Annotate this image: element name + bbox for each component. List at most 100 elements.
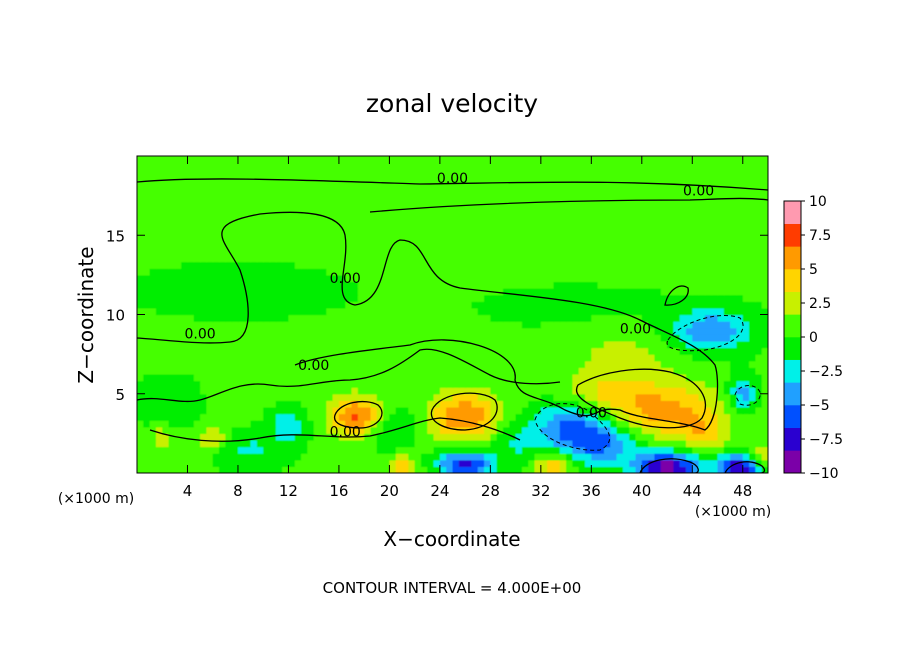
heatmap-cell xyxy=(155,281,163,289)
heatmap-cell xyxy=(338,261,346,269)
heatmap-cell xyxy=(326,413,334,421)
heatmap-cell xyxy=(351,169,359,177)
heatmap-cell xyxy=(269,327,277,335)
heatmap-cell xyxy=(723,314,731,322)
heatmap-cell xyxy=(685,281,693,289)
heatmap-cell xyxy=(717,439,725,448)
heatmap-cell xyxy=(635,439,643,448)
heatmap-cell xyxy=(660,274,668,283)
heatmap-cell xyxy=(420,261,428,269)
heatmap-cell xyxy=(629,162,637,170)
heatmap-cell xyxy=(711,373,719,382)
heatmap-cell xyxy=(427,314,435,322)
heatmap-cell xyxy=(332,294,340,302)
heatmap-cell xyxy=(597,288,605,296)
heatmap-cell xyxy=(370,156,378,164)
heatmap-cell xyxy=(439,189,447,197)
heatmap-cell xyxy=(477,261,485,269)
heatmap-cell xyxy=(698,380,706,388)
heatmap-cell xyxy=(673,235,681,243)
heatmap-cell xyxy=(376,202,384,210)
heatmap-cell xyxy=(376,274,384,283)
heatmap-cell xyxy=(275,202,283,210)
heatmap-cell xyxy=(294,288,302,296)
heatmap-cell xyxy=(446,261,454,269)
heatmap-cell xyxy=(326,182,334,190)
heatmap-cell xyxy=(357,387,365,395)
heatmap-cell xyxy=(256,340,264,349)
heatmap-cell xyxy=(275,294,283,302)
heatmap-cell xyxy=(616,307,624,316)
heatmap-cell xyxy=(294,307,302,316)
heatmap-cell xyxy=(168,255,176,263)
heatmap-cell xyxy=(667,321,674,329)
heatmap-cell xyxy=(679,314,687,322)
heatmap-cell xyxy=(345,466,353,473)
heatmap-cell xyxy=(275,162,283,170)
heatmap-cell xyxy=(200,334,208,342)
heatmap-cell xyxy=(685,288,693,296)
contour-loop-bottom-center xyxy=(639,458,699,473)
heatmap-cell xyxy=(610,261,618,269)
heatmap-cell xyxy=(395,327,403,335)
heatmap-cell xyxy=(301,387,308,395)
heatmap-cell xyxy=(237,420,245,428)
heatmap-cell xyxy=(603,321,611,329)
heatmap-cell xyxy=(433,182,441,190)
heatmap-cell xyxy=(572,268,580,276)
heatmap-cell xyxy=(730,169,738,177)
heatmap-cell xyxy=(294,222,302,230)
heatmap-cell xyxy=(414,294,422,302)
heatmap-cell xyxy=(250,453,258,461)
heatmap-cell xyxy=(673,189,681,197)
heatmap-cell xyxy=(395,413,403,421)
heatmap-cell xyxy=(648,327,656,335)
heatmap-cell xyxy=(193,413,201,421)
heatmap-cell xyxy=(528,274,536,283)
heatmap-cell xyxy=(225,202,233,210)
heatmap-cell xyxy=(534,340,542,349)
heatmap-cell xyxy=(288,327,296,335)
heatmap-cell xyxy=(231,420,239,428)
heatmap-cell xyxy=(338,222,346,230)
heatmap-cell xyxy=(256,228,264,236)
heatmap-cell xyxy=(761,459,768,467)
heatmap-cell xyxy=(629,156,637,164)
heatmap-cell xyxy=(427,274,435,283)
heatmap-cell xyxy=(143,268,151,276)
heatmap-cell xyxy=(244,281,252,289)
heatmap-cell xyxy=(307,433,315,441)
heatmap-cell xyxy=(515,459,523,467)
heatmap-cell xyxy=(465,354,473,362)
heatmap-cell xyxy=(408,380,416,388)
heatmap-cell xyxy=(420,439,428,448)
heatmap-cell xyxy=(635,208,643,217)
heatmap-cell xyxy=(414,215,422,223)
heatmap-cell xyxy=(553,301,561,309)
heatmap-cell xyxy=(313,294,321,302)
heatmap-cell xyxy=(673,413,681,421)
heatmap-cell xyxy=(515,466,523,473)
heatmap-cell xyxy=(376,222,384,230)
heatmap-cell xyxy=(357,426,365,434)
heatmap-cell xyxy=(660,354,668,362)
heatmap-cell xyxy=(528,294,536,302)
heatmap-cell xyxy=(174,189,182,197)
heatmap-cell xyxy=(679,215,687,223)
heatmap-cell xyxy=(578,406,586,415)
heatmap-cell xyxy=(471,400,479,408)
heatmap-cell xyxy=(515,439,523,448)
heatmap-cell xyxy=(212,294,220,302)
heatmap-cell xyxy=(395,294,403,302)
heatmap-cell xyxy=(402,459,409,467)
heatmap-cell xyxy=(610,175,618,184)
heatmap-cell xyxy=(395,162,403,170)
heatmap-cell xyxy=(395,439,403,448)
heatmap-cell xyxy=(667,274,674,283)
heatmap-cell xyxy=(319,228,327,236)
heatmap-cell xyxy=(307,426,315,434)
heatmap-cell xyxy=(622,420,630,428)
heatmap-cell xyxy=(603,466,611,473)
heatmap-cell xyxy=(761,439,768,448)
heatmap-cell xyxy=(326,400,334,408)
